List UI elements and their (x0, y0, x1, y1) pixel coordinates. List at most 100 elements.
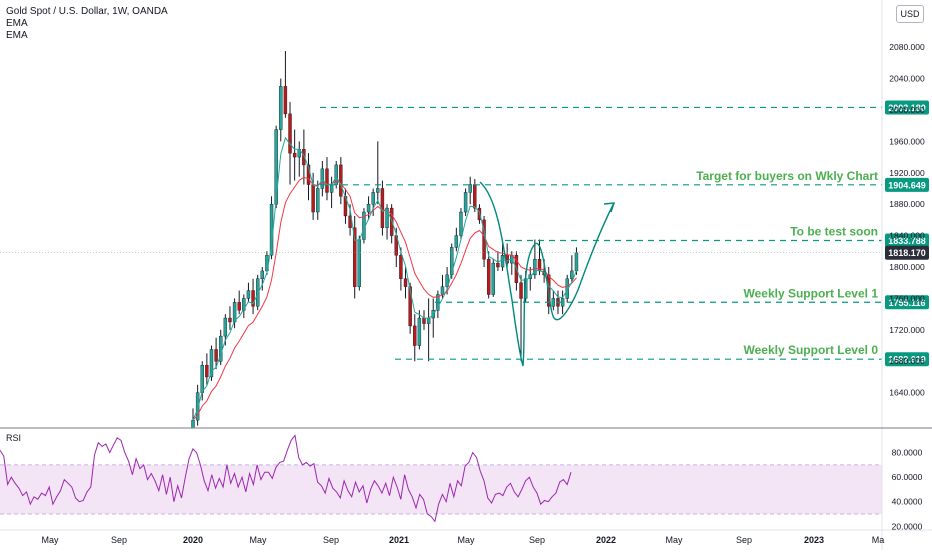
level-price-label: 2003.180 (888, 103, 926, 113)
candle-body (459, 211, 463, 236)
rsi-line (0, 434, 572, 523)
rsi-tick-label: 60.0000 (892, 472, 923, 482)
annotation-text: Target for buyers on Wkly Chart (696, 169, 878, 183)
candle-body (463, 192, 468, 213)
candle-body (260, 270, 264, 279)
time-tick-label: May (457, 535, 475, 545)
candle-body (450, 247, 454, 276)
annotation-text: Weekly Support Level 1 (744, 286, 879, 300)
time-tick-label: 2023 (804, 535, 824, 545)
current-price-tag (885, 245, 929, 260)
price-tick-label: 1720.000 (889, 325, 925, 335)
candle-body (279, 86, 283, 130)
price-tick-label: 1840.000 (889, 231, 925, 241)
candle-body (200, 364, 204, 393)
time-tick-label: May (249, 535, 267, 545)
candle-body (339, 164, 343, 197)
time-tick-label: May (41, 535, 59, 545)
candle-body (311, 184, 315, 213)
candle-body (366, 203, 371, 213)
rsi-tick-label: 40.0000 (892, 497, 923, 507)
ema-line-fast (192, 176, 577, 421)
pattern-arrow-head (603, 202, 616, 213)
legend-symbol[interactable]: Gold Spot / U.S. Dollar, 1W, OANDA (6, 6, 168, 17)
candle-body (357, 239, 362, 287)
current-price-label: 1818.170 (888, 248, 926, 258)
level-price-tag (885, 233, 929, 248)
price-tick-label: 1960.000 (889, 136, 925, 146)
candle-body (246, 290, 251, 299)
candle-body (491, 262, 495, 295)
price-tick-label: 1760.000 (889, 293, 925, 303)
candle-body (329, 184, 334, 193)
candle-body (325, 168, 329, 193)
time-tick-label: Sep (323, 535, 339, 545)
candle-body (519, 282, 523, 299)
candle-body (408, 286, 412, 327)
annotation-text: To be test soon (790, 224, 878, 238)
level-price-label: 1833.788 (888, 236, 926, 246)
price-tick-label: 1800.000 (889, 262, 925, 272)
time-tick-label: Sep (736, 535, 752, 545)
candle-body (316, 188, 320, 213)
candle-body (251, 290, 255, 307)
chart-legend: Gold Spot / U.S. Dollar, 1W, OANDA EMA E… (6, 6, 168, 42)
candle-body (195, 392, 200, 421)
pattern-curve (479, 181, 615, 367)
time-tick-label: 2022 (596, 535, 616, 545)
price-tick-label: 1920.000 (889, 168, 925, 178)
candle-body (255, 278, 260, 307)
candle-body (292, 152, 297, 158)
candle-body (445, 274, 449, 287)
currency-button[interactable]: USD (896, 5, 924, 23)
candle-body (214, 349, 218, 362)
level-price-tag (885, 177, 929, 192)
time-tick-label: 2021 (389, 535, 409, 545)
candle-body (473, 184, 477, 209)
level-price-label: 1682.619 (888, 355, 926, 365)
level-price-label: 1755.116 (888, 298, 925, 308)
rsi-tick-label: 20.0000 (892, 521, 923, 531)
candle-body (209, 349, 214, 378)
candle-body (565, 278, 569, 299)
annotations-layer: Target for buyers on Wkly Chart To be tes… (696, 169, 878, 357)
candle-body (528, 274, 532, 279)
candle-body (440, 286, 445, 295)
price-tick-label: 2080.000 (889, 42, 925, 52)
level-price-tag (885, 352, 929, 367)
candle-body (551, 298, 556, 307)
candle-body (403, 278, 408, 287)
candle-body (283, 86, 288, 115)
candle-body (242, 298, 246, 311)
level-price-tag (885, 295, 929, 310)
price-tick-label: 1640.000 (889, 388, 925, 398)
candle-body (385, 207, 389, 228)
candle-body (288, 113, 292, 154)
ema-line-slow (192, 136, 577, 421)
legend-ema-2[interactable]: EMA (6, 30, 28, 41)
candle-body (376, 188, 380, 193)
candle-body (533, 258, 537, 276)
price-tick-label: 2000.000 (889, 105, 925, 115)
drawings-layer (479, 181, 616, 367)
candle-body (371, 192, 375, 205)
rsi-tick-label: 80.0000 (892, 448, 923, 458)
candle-body (353, 227, 357, 287)
legend-ema-1[interactable]: EMA (6, 18, 28, 29)
level-price-tag (885, 100, 929, 115)
candle-body (496, 262, 500, 268)
level-price-label: 1904.649 (888, 180, 926, 190)
time-tick-label: Sep (529, 535, 545, 545)
time-tick-label: Ma (872, 535, 885, 545)
price-tick-label: 1680.000 (889, 356, 925, 366)
rsi-label: RSI (6, 433, 21, 443)
price-tick-label: 2040.000 (889, 74, 925, 84)
levels-layer (0, 106, 882, 360)
candle-body (205, 364, 209, 378)
candle-body (302, 149, 306, 166)
candle-body (500, 255, 505, 268)
rsi-band (0, 464, 882, 515)
